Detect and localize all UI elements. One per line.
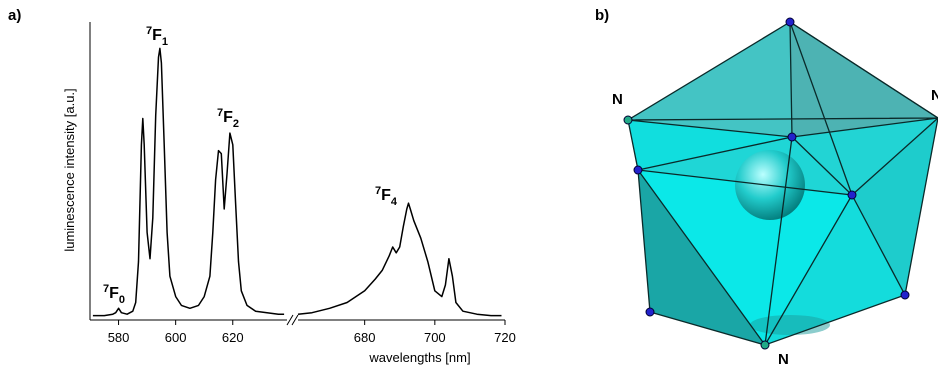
peak-label-sub: 2 bbox=[233, 118, 239, 130]
figure: a) luminescence intensity [a.u.] wavelen… bbox=[0, 0, 938, 369]
plot: 580 600 620 680 700 720 7F0 7F1 7F2 7F4 bbox=[90, 25, 516, 345]
spectrum-line bbox=[93, 48, 502, 315]
atom-label: N bbox=[931, 87, 938, 104]
x-tick-label: 580 bbox=[108, 330, 130, 345]
peak-label: 7F2 bbox=[217, 107, 239, 130]
x-axis-label: wavelengths [nm] bbox=[368, 350, 470, 365]
peak-label: 7F4 bbox=[375, 185, 398, 208]
x-tick-label: 700 bbox=[424, 330, 446, 345]
peak-label-text: F bbox=[152, 27, 162, 44]
peak-label-text: F bbox=[381, 187, 391, 204]
axis-break bbox=[287, 315, 298, 325]
atom-label: N bbox=[778, 351, 789, 368]
x-tick-label: 620 bbox=[222, 330, 244, 345]
peak-label-sub: 1 bbox=[162, 36, 168, 48]
x-tick-label: 720 bbox=[494, 330, 516, 345]
peak-label: 7F0 bbox=[103, 283, 125, 306]
peak-label-text: F bbox=[109, 285, 119, 302]
peak-label: 7F1 bbox=[146, 25, 168, 48]
panel-label: b) bbox=[595, 7, 609, 24]
panel-label: a) bbox=[8, 7, 21, 24]
x-tick-label: 680 bbox=[354, 330, 376, 345]
peak-label-sub: 0 bbox=[119, 294, 125, 306]
peak-label-sub: 4 bbox=[391, 196, 398, 208]
polyhedron bbox=[624, 18, 938, 349]
y-axis-label: luminescence intensity [a.u.] bbox=[62, 88, 77, 251]
peak-label-text: F bbox=[223, 109, 233, 126]
x-tick-label: 600 bbox=[165, 330, 187, 345]
atom-label: N bbox=[612, 91, 623, 108]
